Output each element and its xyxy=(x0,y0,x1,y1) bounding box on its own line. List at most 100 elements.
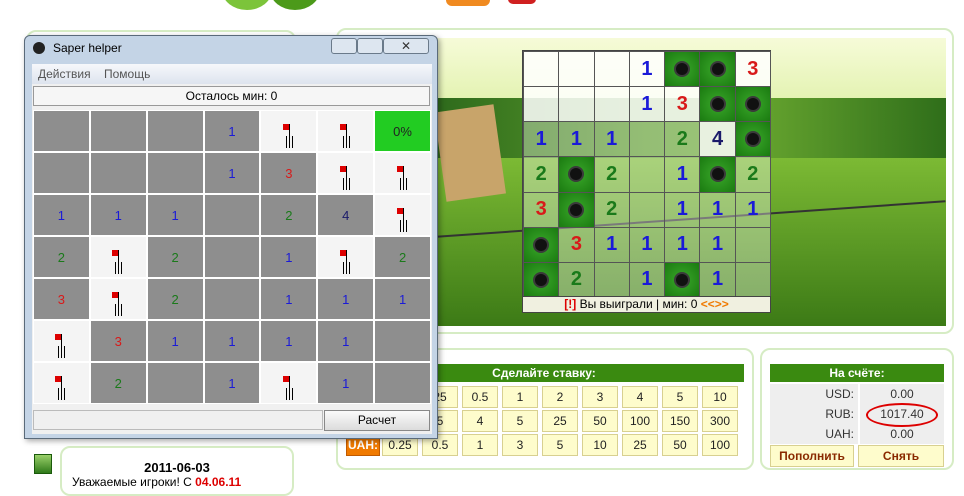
board-cell[interactable]: 2 xyxy=(593,191,630,228)
board-cell[interactable] xyxy=(699,156,736,193)
board-cell[interactable]: 1 xyxy=(523,121,560,158)
bet-button[interactable]: 10 xyxy=(702,386,738,408)
withdraw-button[interactable]: Снять xyxy=(858,445,944,467)
board-cell[interactable] xyxy=(523,86,560,123)
helper-cell xyxy=(260,110,318,152)
board-cell[interactable] xyxy=(593,261,630,298)
menu-item[interactable]: Действия xyxy=(38,67,91,81)
board-cell[interactable] xyxy=(523,51,560,88)
bet-button[interactable]: 0.25 xyxy=(382,434,418,456)
deposit-button[interactable]: Пополнить xyxy=(770,445,854,467)
news-highlight[interactable]: 04.06.11 xyxy=(195,475,242,489)
currency: RUB: xyxy=(770,404,858,424)
board-cell[interactable]: 1 xyxy=(664,191,701,228)
bet-button[interactable]: 0.5 xyxy=(462,386,498,408)
bet-button[interactable]: 5 xyxy=(542,434,578,456)
board-cell[interactable] xyxy=(628,156,666,193)
bet-button[interactable]: 1 xyxy=(502,386,538,408)
board-cell[interactable]: 3 xyxy=(558,226,595,263)
board-cell[interactable] xyxy=(664,261,701,298)
board-cell[interactable]: 3 xyxy=(523,191,560,228)
bet-button[interactable]: 5 xyxy=(662,386,698,408)
bet-button[interactable]: 100 xyxy=(622,410,658,432)
bet-button[interactable]: 300 xyxy=(702,410,738,432)
board-cell[interactable]: 1 xyxy=(699,191,736,228)
bet-button[interactable]: 0.5 xyxy=(422,434,458,456)
board-cell[interactable] xyxy=(523,261,560,298)
amount: 0.00 xyxy=(860,424,944,444)
board-cell[interactable] xyxy=(699,86,736,123)
helper-cell: 2 xyxy=(146,236,204,278)
bet-button[interactable]: 4 xyxy=(622,386,658,408)
helper-cell xyxy=(317,236,375,278)
board-cell[interactable] xyxy=(593,51,630,88)
menu-item[interactable]: Помощь xyxy=(104,67,151,81)
board-cell[interactable]: 1 xyxy=(734,191,771,228)
helper-cell xyxy=(260,362,318,404)
helper-cell: 1 xyxy=(89,194,147,236)
status-nav[interactable]: <<>> xyxy=(700,297,729,311)
bet-button[interactable]: 50 xyxy=(582,410,618,432)
board-cell[interactable]: 1 xyxy=(699,261,736,298)
bet-button[interactable]: 150 xyxy=(662,410,698,432)
bet-button[interactable]: 3 xyxy=(582,386,618,408)
news-line: Уважаемые игроки! С 04.06.11 xyxy=(72,475,302,489)
board-cell[interactable] xyxy=(664,51,701,88)
minimize-button[interactable] xyxy=(331,38,357,54)
helper-cell xyxy=(374,152,431,194)
board-cell[interactable]: 2 xyxy=(734,156,771,193)
bet-button[interactable]: 4 xyxy=(462,410,498,432)
board-cell[interactable]: 1 xyxy=(664,156,701,193)
board-cell[interactable] xyxy=(628,121,666,158)
board-cell[interactable] xyxy=(593,86,630,123)
board-cell[interactable]: 1 xyxy=(628,226,666,263)
board-cell[interactable] xyxy=(558,51,595,88)
board-cell[interactable] xyxy=(628,191,666,228)
board-cell[interactable]: 2 xyxy=(523,156,560,193)
mine-icon xyxy=(570,203,583,216)
board-cell[interactable] xyxy=(558,156,595,193)
board-cell[interactable] xyxy=(734,261,771,298)
board-cell[interactable]: 4 xyxy=(699,121,736,158)
close-button[interactable]: ✕ xyxy=(383,38,429,54)
bet-button[interactable]: 2 xyxy=(542,386,578,408)
helper-cell: 4 xyxy=(317,194,375,236)
helper-cell: 1 xyxy=(203,110,261,152)
board-cell[interactable] xyxy=(558,191,595,228)
board-cell[interactable] xyxy=(734,86,771,123)
bet-button[interactable]: 50 xyxy=(662,434,698,456)
mine-icon xyxy=(570,168,583,181)
board-cell[interactable]: 1 xyxy=(628,261,666,298)
bet-button[interactable]: 10 xyxy=(582,434,618,456)
bet-button[interactable]: 3 xyxy=(502,434,538,456)
bet-button[interactable]: 25 xyxy=(622,434,658,456)
bet-button[interactable]: 5 xyxy=(502,410,538,432)
board-cell[interactable]: 1 xyxy=(593,121,630,158)
helper-cell: 2 xyxy=(146,278,204,320)
board-cell[interactable] xyxy=(523,226,560,263)
calc-button[interactable]: Расчет xyxy=(324,410,430,431)
board-cell[interactable] xyxy=(734,226,771,263)
board-cell[interactable]: 2 xyxy=(593,156,630,193)
bet-button[interactable]: 1 xyxy=(462,434,498,456)
bet-button[interactable]: 25 xyxy=(542,410,578,432)
board-cell[interactable]: 2 xyxy=(558,261,595,298)
board-cell[interactable] xyxy=(734,121,771,158)
flag-icon xyxy=(396,166,409,180)
maximize-button[interactable] xyxy=(357,38,383,54)
bet-title: Сделайте ставку: xyxy=(344,364,744,382)
board-cell[interactable]: 1 xyxy=(558,121,595,158)
board-cell[interactable]: 1 xyxy=(664,226,701,263)
board-cell[interactable]: 3 xyxy=(664,86,701,123)
board-cell[interactable]: 1 xyxy=(699,226,736,263)
board-cell[interactable] xyxy=(699,51,736,88)
board-cell[interactable]: 3 xyxy=(734,51,771,88)
helper-cell xyxy=(89,152,147,194)
board-cell[interactable]: 1 xyxy=(593,226,630,263)
board-cell[interactable] xyxy=(558,86,595,123)
board-cell[interactable]: 1 xyxy=(628,86,666,123)
helper-cell: 1 xyxy=(260,236,318,278)
board-cell[interactable]: 2 xyxy=(664,121,701,158)
board-cell[interactable]: 1 xyxy=(628,51,666,88)
bet-button[interactable]: 100 xyxy=(702,434,738,456)
